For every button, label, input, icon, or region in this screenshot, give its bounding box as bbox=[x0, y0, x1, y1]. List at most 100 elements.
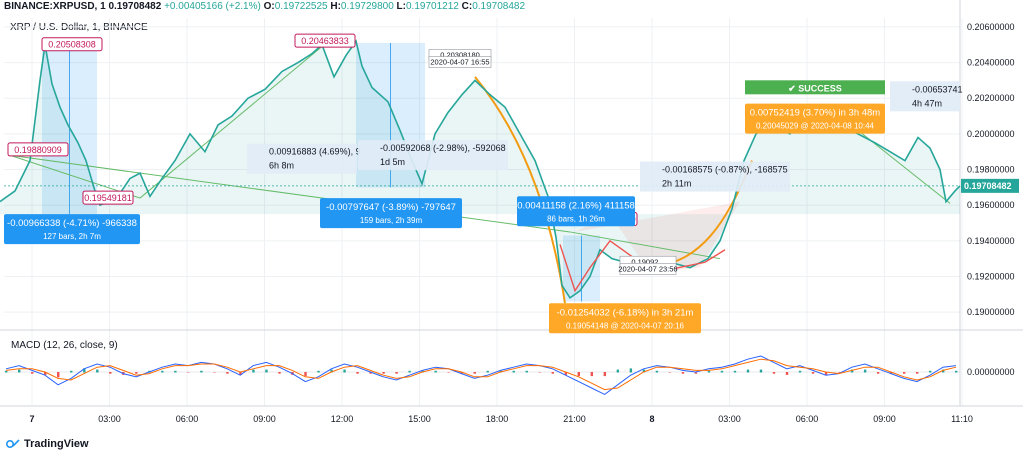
y-tick-label: 0.20400000 bbox=[967, 58, 1015, 68]
price-callout-box bbox=[294, 33, 356, 48]
macd-histogram-bar bbox=[668, 372, 672, 373]
macd-histogram-bar bbox=[369, 372, 372, 374]
macd-histogram-bar bbox=[876, 372, 880, 374]
last-price-tag bbox=[961, 178, 1019, 193]
x-tick-label: 15:00 bbox=[408, 414, 431, 424]
macd-title: MACD (12, 26, close, 9) bbox=[11, 340, 118, 351]
macd-histogram-bar bbox=[889, 372, 893, 374]
measure-line: 159 bars, 2h 39m bbox=[360, 216, 423, 225]
macd-histogram-bar bbox=[434, 370, 437, 373]
macd-histogram-bar bbox=[356, 372, 359, 374]
price-callout-box bbox=[41, 37, 103, 52]
y-tick-label: 0.19800000 bbox=[967, 165, 1015, 175]
high-value: 0.19729800 bbox=[340, 1, 394, 12]
info-line: 1d 5m bbox=[380, 157, 405, 167]
macd-histogram-bar bbox=[330, 369, 333, 373]
measure-line: 127 bars, 2h 7m bbox=[43, 232, 101, 241]
measure-box-orange bbox=[549, 303, 701, 334]
open-value: 0.19722525 bbox=[274, 1, 328, 12]
success-badge bbox=[745, 80, 885, 95]
macd-histogram-bar bbox=[161, 370, 164, 373]
y-tick-label: 0.19000000 bbox=[967, 307, 1015, 317]
trendline bbox=[569, 231, 721, 260]
x-tick-label: 06:00 bbox=[796, 414, 819, 424]
note-box bbox=[619, 263, 677, 275]
macd-histogram-bar bbox=[31, 372, 34, 374]
close-key: C: bbox=[461, 1, 473, 12]
macd-histogram-bar bbox=[642, 369, 646, 373]
macd-histogram-bar bbox=[902, 372, 906, 374]
macd-histogram-bar bbox=[317, 370, 320, 373]
y-tick-label: 0.20200000 bbox=[967, 93, 1015, 103]
macd-histogram-bar bbox=[863, 369, 867, 373]
note-box bbox=[428, 56, 492, 68]
trendline bbox=[139, 46, 323, 199]
measure-line: -0.00797647 (-3.89%) -797647 bbox=[326, 202, 456, 213]
macd-histogram-bar bbox=[44, 372, 47, 375]
last-price: 0.19708482 bbox=[108, 1, 162, 12]
macd-histogram-bar bbox=[824, 372, 828, 375]
macd-histogram-bar bbox=[187, 372, 190, 373]
measure-box-orange bbox=[745, 103, 885, 134]
macd-histogram-bar bbox=[564, 372, 567, 375]
macd-histogram-bar bbox=[265, 369, 268, 373]
measure-box-blue bbox=[4, 214, 140, 245]
macd-histogram-bar bbox=[590, 372, 594, 377]
measure-line: 0.20045029 @ 2020-04-08 10:44 bbox=[756, 122, 875, 131]
measure-box-blue bbox=[517, 196, 635, 227]
info-line: -0.00168575 (-0.87%), -168575 bbox=[662, 165, 788, 175]
macd-histogram-bar bbox=[850, 369, 854, 373]
macd-histogram-bar bbox=[447, 372, 450, 373]
info-line: 0.00916883 (4.69%), 9 bbox=[269, 147, 361, 157]
measure-line: 0.00752419 (3.70%) in 3h 48m bbox=[750, 108, 881, 119]
macd-histogram-bar bbox=[928, 370, 932, 373]
price-change: +0.00405166 (+2.1%) bbox=[164, 1, 261, 12]
info-box bbox=[640, 161, 790, 192]
measure-line: 86 bars, 1h 26m bbox=[547, 214, 605, 223]
macd-histogram-bar bbox=[707, 370, 711, 373]
macd-histogram-bar bbox=[811, 372, 815, 374]
macd-histogram-bar bbox=[720, 370, 724, 373]
info-box bbox=[890, 81, 960, 112]
info-line: 4h 47m bbox=[912, 98, 942, 108]
macd-histogram-bar bbox=[694, 372, 698, 374]
macd-histogram-bar bbox=[473, 372, 476, 374]
macd-histogram-bar bbox=[746, 369, 750, 373]
info-line: 6h 8m bbox=[269, 161, 294, 171]
macd-histogram-bar bbox=[18, 369, 21, 373]
macd-line bbox=[5, 355, 957, 395]
x-tick-label: 03:00 bbox=[98, 414, 121, 424]
x-tick-label: 06:00 bbox=[176, 414, 199, 424]
macd-histogram-bar bbox=[135, 372, 138, 374]
macd-histogram-bar bbox=[915, 372, 919, 374]
x-tick-label: 21:00 bbox=[563, 414, 586, 424]
note-label: 2020-04-07 23:56 bbox=[618, 264, 677, 273]
macd-histogram-bar bbox=[5, 370, 8, 373]
x-tick-label: 09:00 bbox=[253, 414, 276, 424]
macd-histogram-bar bbox=[733, 370, 737, 373]
measure-box-blue bbox=[320, 198, 462, 229]
macd-histogram-bar bbox=[83, 368, 86, 373]
success-label: ✔ SUCCESS bbox=[788, 83, 842, 93]
macd-histogram-bar bbox=[681, 372, 685, 374]
price-callout-label: 0.19880909 bbox=[14, 145, 62, 155]
macd-histogram-bar bbox=[785, 372, 789, 375]
y-tick-label: 0.20600000 bbox=[967, 22, 1015, 32]
macd-histogram-bar bbox=[343, 369, 346, 373]
tradingview-logo[interactable]: TradingView bbox=[6, 438, 89, 450]
x-tick-label: 8 bbox=[649, 414, 654, 424]
low-key: L: bbox=[396, 1, 406, 12]
macd-histogram-bar bbox=[538, 372, 541, 373]
macd-histogram-bar bbox=[798, 370, 802, 373]
macd-histogram-bar bbox=[616, 369, 620, 373]
macd-histogram-bar bbox=[772, 372, 776, 374]
macd-histogram-bar bbox=[174, 370, 177, 373]
macd-histogram-bar bbox=[382, 372, 385, 374]
info-line: 2h 11m bbox=[662, 179, 691, 189]
price-callout-label: 0.19549181 bbox=[84, 193, 132, 203]
macd-histogram-bar bbox=[525, 370, 528, 373]
macd-histogram-bar bbox=[96, 369, 99, 373]
macd-histogram-bar bbox=[551, 372, 554, 374]
